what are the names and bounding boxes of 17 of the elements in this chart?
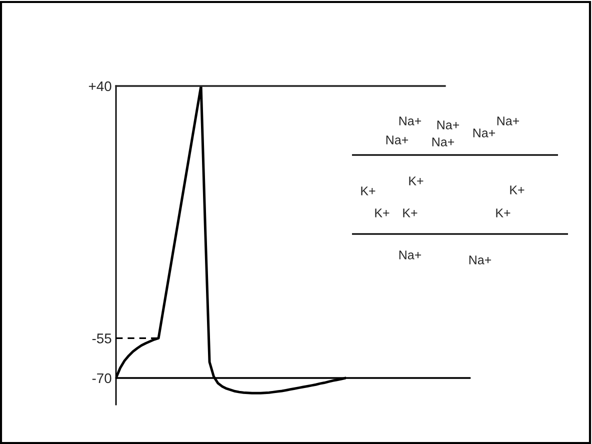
text: Na+	[432, 138, 454, 146]
text: Na+	[399, 250, 422, 260]
text: K+	[361, 186, 376, 196]
text: K+	[510, 186, 524, 194]
text: Na+	[399, 116, 422, 126]
y-tick-label: +40	[88, 81, 112, 92]
text: Na+	[386, 136, 408, 144]
text: K+	[409, 176, 424, 186]
text: K+	[403, 208, 418, 218]
text: K+	[375, 208, 390, 218]
y-tick-label: -55	[92, 334, 112, 344]
y-tick-label: -70	[92, 373, 112, 384]
text: Na+	[437, 120, 460, 130]
text: K+	[496, 208, 510, 218]
text: Na+	[469, 256, 492, 264]
text: Na+	[497, 116, 520, 126]
text: Na+	[473, 128, 496, 138]
